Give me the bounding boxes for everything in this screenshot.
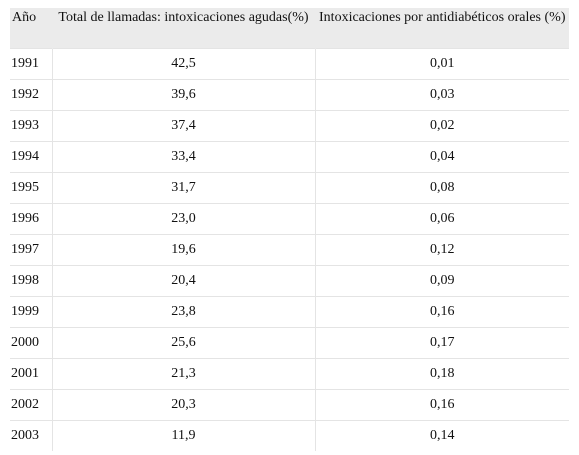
cell-year: 1994 bbox=[10, 140, 52, 172]
table-row: 1996 23,0 0,06 bbox=[10, 202, 569, 234]
cell-year: 1996 bbox=[10, 202, 52, 234]
cell-total-calls: 19,6 bbox=[51, 233, 315, 265]
header-total-calls: Total de llamadas: intoxicaciones agudas… bbox=[51, 8, 315, 48]
table-row: 1999 23,8 0,16 bbox=[10, 295, 569, 327]
cell-year: 2000 bbox=[10, 326, 52, 358]
table-body: 1991 42,5 0,01 1992 39,6 0,03 1993 37,4 0,02 1994… bbox=[10, 47, 569, 451]
header-antidiabetic: Intoxicaciones por antidiabéticos orales… bbox=[314, 8, 569, 48]
table-row: 1997 19,6 0,12 bbox=[10, 233, 569, 265]
cell-antidiabetic: 0,01 bbox=[314, 47, 569, 79]
cell-year: 1995 bbox=[10, 171, 52, 203]
cell-antidiabetic: 0,09 bbox=[314, 264, 569, 296]
cell-year: 1991 bbox=[10, 47, 52, 79]
cell-year: 1997 bbox=[10, 233, 52, 265]
table-row: 2002 20,3 0,16 bbox=[10, 388, 569, 420]
cell-total-calls: 39,6 bbox=[51, 78, 315, 110]
cell-total-calls: 31,7 bbox=[51, 171, 315, 203]
cell-year: 2001 bbox=[10, 357, 52, 389]
cell-antidiabetic: 0,17 bbox=[314, 326, 569, 358]
cell-total-calls: 33,4 bbox=[51, 140, 315, 172]
cell-antidiabetic: 0,14 bbox=[314, 419, 569, 451]
cell-total-calls: 20,4 bbox=[51, 264, 315, 296]
cell-total-calls: 42,5 bbox=[51, 47, 315, 79]
header-year: Año bbox=[10, 8, 52, 48]
cell-total-calls: 21,3 bbox=[51, 357, 315, 389]
cell-year: 2002 bbox=[10, 388, 52, 420]
cell-antidiabetic: 0,08 bbox=[314, 171, 569, 203]
table-row: 1993 37,4 0,02 bbox=[10, 109, 569, 141]
cell-antidiabetic: 0,03 bbox=[314, 78, 569, 110]
cell-total-calls: 11,9 bbox=[51, 419, 315, 451]
cell-antidiabetic: 0,06 bbox=[314, 202, 569, 234]
table-row: 1991 42,5 0,01 bbox=[10, 47, 569, 79]
table-row: 2003 11,9 0,14 bbox=[10, 419, 569, 451]
cell-antidiabetic: 0,16 bbox=[314, 388, 569, 420]
table-row: 2000 25,6 0,17 bbox=[10, 326, 569, 358]
cell-total-calls: 23,0 bbox=[51, 202, 315, 234]
cell-total-calls: 23,8 bbox=[51, 295, 315, 327]
table-row: 1992 39,6 0,03 bbox=[10, 78, 569, 110]
cell-antidiabetic: 0,18 bbox=[314, 357, 569, 389]
cell-year: 1999 bbox=[10, 295, 52, 327]
cell-total-calls: 20,3 bbox=[51, 388, 315, 420]
cell-total-calls: 37,4 bbox=[51, 109, 315, 141]
cell-year: 1993 bbox=[10, 109, 52, 141]
cell-antidiabetic: 0,12 bbox=[314, 233, 569, 265]
cell-year: 1992 bbox=[10, 78, 52, 110]
table-row: 1994 33,4 0,04 bbox=[10, 140, 569, 172]
cell-antidiabetic: 0,16 bbox=[314, 295, 569, 327]
cell-year: 2003 bbox=[10, 419, 52, 451]
table-row: 2001 21,3 0,18 bbox=[10, 357, 569, 389]
cell-year: 1998 bbox=[10, 264, 52, 296]
cell-antidiabetic: 0,02 bbox=[314, 109, 569, 141]
header-row: Año Total de llamadas: intoxicaciones ag… bbox=[10, 8, 569, 48]
cell-antidiabetic: 0,04 bbox=[314, 140, 569, 172]
data-table: Año Total de llamadas: intoxicaciones ag… bbox=[10, 8, 569, 451]
cell-total-calls: 25,6 bbox=[51, 326, 315, 358]
table-row: 1998 20,4 0,09 bbox=[10, 264, 569, 296]
table-header: Año Total de llamadas: intoxicaciones ag… bbox=[10, 8, 569, 48]
table-row: 1995 31,7 0,08 bbox=[10, 171, 569, 203]
